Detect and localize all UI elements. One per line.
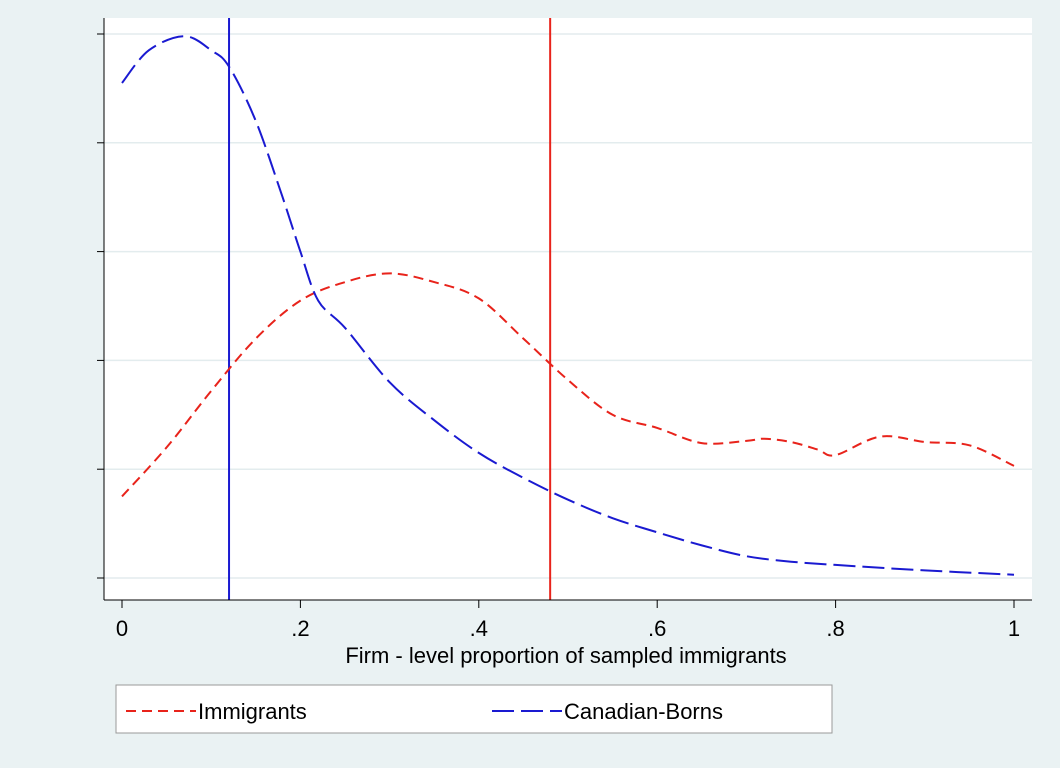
legend: Immigrants Canadian-Borns [126, 699, 723, 724]
reference-lines [228, 18, 552, 600]
x-tick-label-4: .8 [826, 616, 844, 641]
x-axis-title: Firm - level proportion of sampled immig… [345, 643, 786, 668]
series-lines [121, 35, 1015, 576]
legend-label-0: Immigrants [198, 699, 307, 724]
x-tick-label-0: 0 [116, 616, 128, 641]
x-ticks: 0 .2 .4 .6 .8 1 [116, 600, 1020, 641]
x-tick-label-3: .6 [648, 616, 666, 641]
x-tick-label-1: .2 [291, 616, 309, 641]
series-line-canadian-borns [121, 35, 1015, 576]
legend-box [115, 684, 833, 734]
x-tick-label-5: 1 [1008, 616, 1020, 641]
x-tick-label-2: .4 [470, 616, 488, 641]
plot-area [104, 18, 1032, 600]
gridlines [97, 33, 1032, 579]
legend-label-1: Canadian-Borns [564, 699, 723, 724]
series-line-immigrants [121, 272, 1015, 498]
